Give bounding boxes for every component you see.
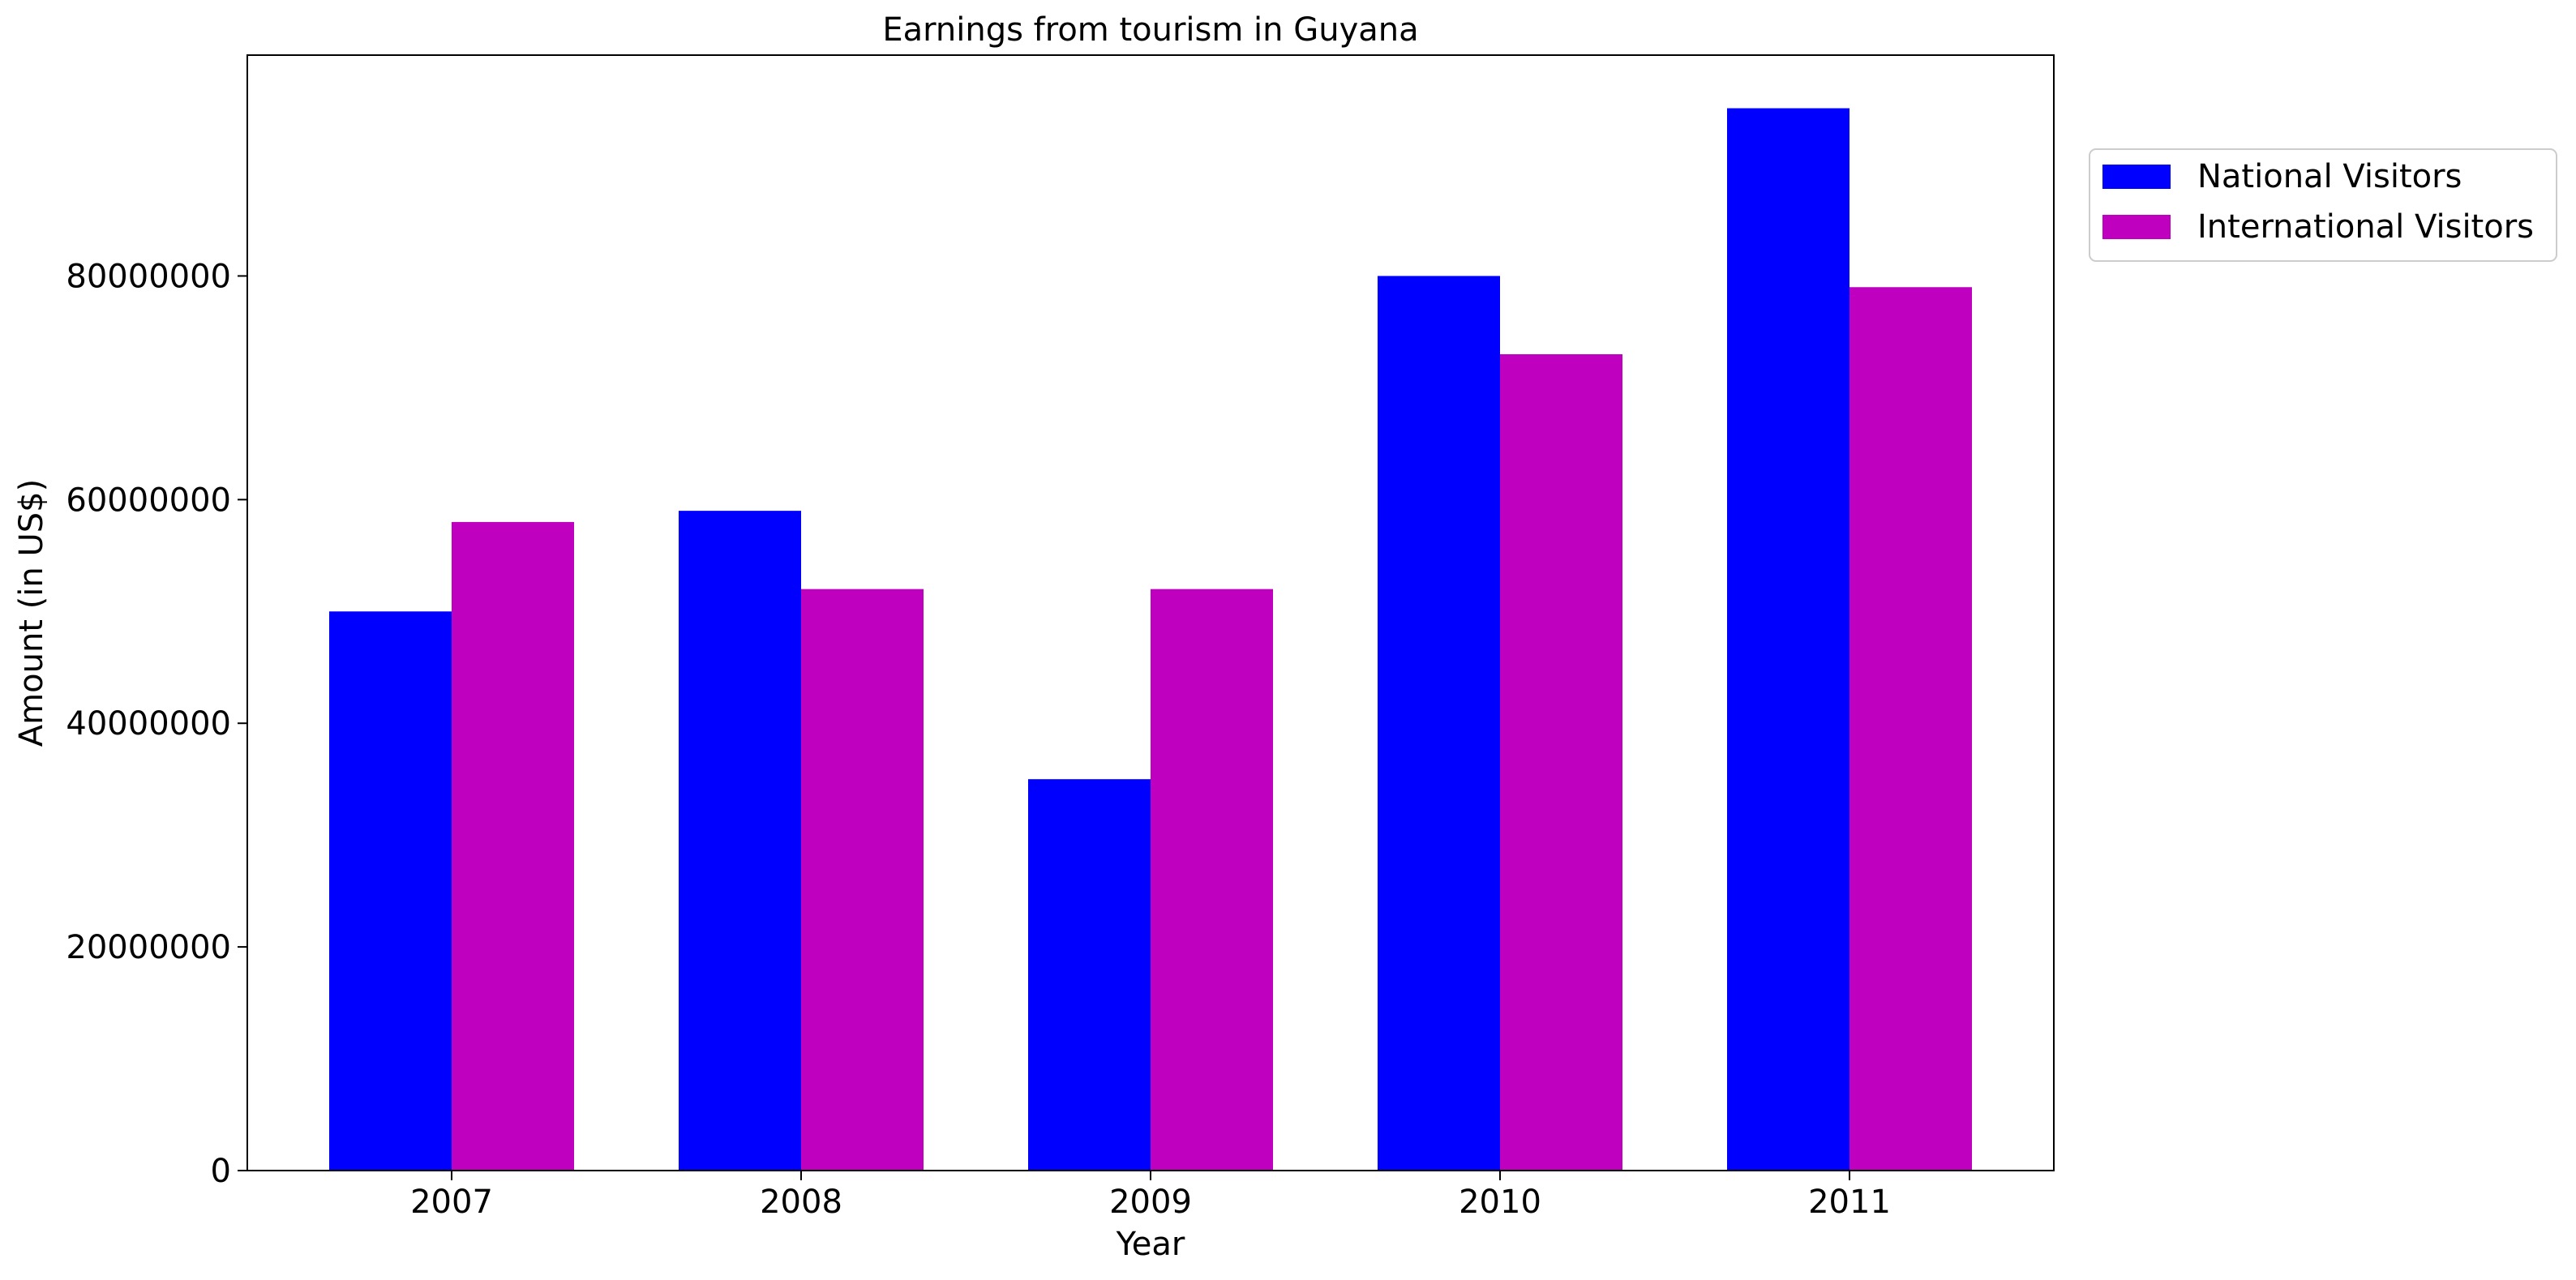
x-axis-label: Year [1116,1226,1185,1263]
chart-title: Earnings from tourism in Guyana [882,11,1418,49]
bar-national-2007 [329,611,452,1171]
x-tick-label: 2007 [410,1184,493,1221]
legend-swatch-national [2102,165,2171,189]
y-tick-label: 80000000 [66,258,231,295]
bar-national-2011 [1727,108,1849,1171]
y-tick-label: 20000000 [66,929,231,966]
x-axis-ticks: 2007 2008 2009 2010 2011 [410,1171,1891,1221]
bar-international-2010 [1500,354,1622,1171]
y-axis-label: Amount (in US$) [13,479,50,747]
legend-label-national: National Visitors [2197,158,2462,195]
plot-area-frame [246,54,2055,1171]
bar-national-2008 [679,511,801,1171]
bar-international-2011 [1849,287,1972,1171]
bar-international-2008 [801,589,924,1171]
bar-national-2010 [1378,276,1500,1171]
bar-international-2007 [452,521,574,1171]
x-tick-label: 2008 [760,1184,842,1221]
bar-international-2009 [1151,589,1273,1171]
bars-group [329,108,1972,1171]
y-axis-ticks: 0 20000000 40000000 60000000 80000000 [66,258,247,1190]
y-tick-label: 60000000 [66,482,231,519]
legend-box [2089,148,2557,262]
x-tick-label: 2011 [1808,1184,1891,1221]
legend-label-international: International Visitors [2197,208,2534,246]
x-tick-label: 2009 [1109,1184,1192,1221]
y-tick-label: 40000000 [66,705,231,743]
legend-swatch-international [2102,215,2171,239]
bar-national-2009 [1028,779,1151,1171]
y-tick-label: 0 [211,1153,231,1190]
x-tick-label: 2010 [1459,1184,1541,1221]
legend-items: National Visitors International Visitors [2102,158,2534,246]
legend: National Visitors International Visitors [2089,148,2557,262]
